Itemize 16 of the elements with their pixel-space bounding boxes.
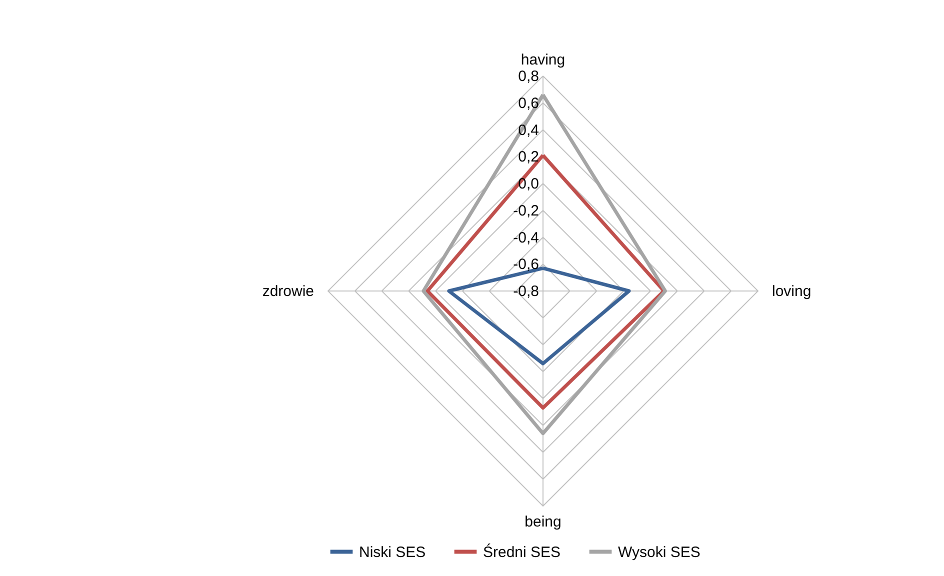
y-tick-label: -0,6 — [513, 256, 539, 274]
spoke-label: loving — [772, 283, 812, 300]
y-tick-label: -0,4 — [513, 229, 539, 246]
legend-label: Średni SES — [483, 542, 561, 561]
y-tick-label: 0,8 — [518, 68, 539, 85]
y-tick-label: 0,4 — [518, 122, 539, 139]
spoke-label: zdrowie — [262, 283, 314, 300]
y-tick-label: 0,0 — [518, 176, 539, 192]
y-tick-label: 0,2 — [518, 148, 539, 166]
y-tick-label: -0,8 — [513, 283, 539, 300]
legend-label: Wysoki SES — [618, 544, 700, 561]
spoke-label: being — [524, 513, 562, 530]
legend-label: Niski SES — [359, 544, 426, 561]
spoke-label: having — [520, 52, 566, 69]
y-tick-label: -0,2 — [513, 202, 539, 220]
y-tick-label: 0,6 — [518, 94, 539, 112]
